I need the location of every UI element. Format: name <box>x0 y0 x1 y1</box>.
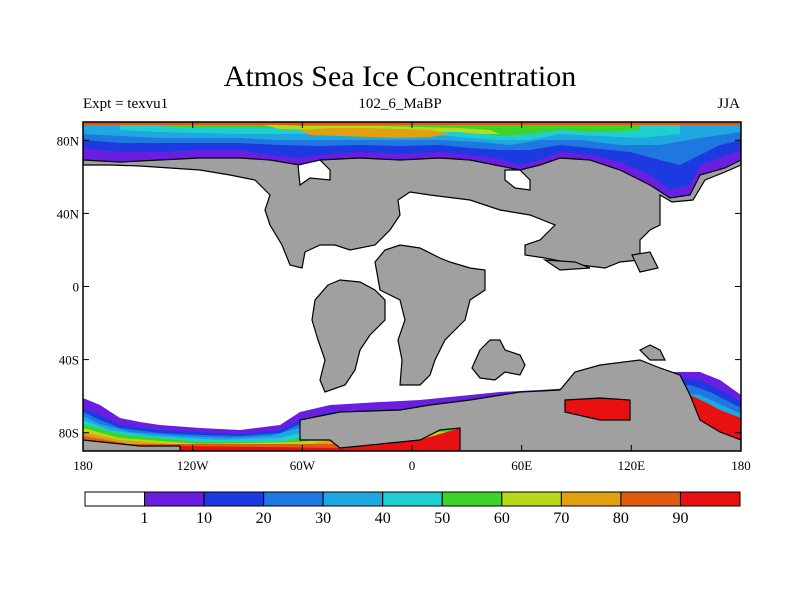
colorbar-swatch <box>203 491 265 507</box>
colorbar-swatch <box>263 491 324 507</box>
colorbar-label: 40 <box>375 510 391 527</box>
colorbar-swatch <box>382 491 443 507</box>
colorbar-swatch <box>501 491 562 507</box>
colorbar: 1 10 20 30 40 50 60 70 80 90 <box>84 491 741 527</box>
x-tick-label: 60W <box>290 458 316 473</box>
x-tick-label: 180 <box>731 458 751 473</box>
y-tick-label: 80N <box>57 133 80 148</box>
colorbar-label: 20 <box>256 510 272 527</box>
x-tick-label: 120E <box>618 458 646 473</box>
colorbar-label: 90 <box>672 510 688 527</box>
colorbar-label: 80 <box>613 510 629 527</box>
chart-title: Atmos Sea Ice Concentration <box>223 60 577 93</box>
colorbar-label: 50 <box>434 510 450 527</box>
colorbar-swatch <box>441 491 503 507</box>
y-tick-label: 0 <box>73 280 80 295</box>
colorbar-swatch <box>620 491 681 507</box>
y-tick-label: 40N <box>57 206 80 221</box>
land-masses <box>83 157 741 451</box>
x-tick-label: 180 <box>73 458 93 473</box>
colorbar-swatch <box>144 491 205 507</box>
y-axis: 80N 40N 0 40S 80S <box>57 133 741 441</box>
colorbar-swatch <box>322 491 384 507</box>
colorbar-swatch <box>560 491 622 507</box>
y-tick-label: 80S <box>59 426 79 441</box>
y-tick-label: 40S <box>59 353 79 368</box>
run-label: 102_6_MaBP <box>358 96 442 112</box>
colorbar-label: 60 <box>494 510 510 527</box>
arctic-sea-ice <box>83 122 741 198</box>
x-axis: 180 120W 60W 0 60E 120E 180 <box>73 122 751 473</box>
colorbar-label: 10 <box>196 510 212 527</box>
colorbar-label: 1 <box>141 510 149 527</box>
season-label: JJA <box>717 96 740 112</box>
x-tick-label: 120W <box>177 458 210 473</box>
colorbar-swatch <box>84 491 146 507</box>
x-tick-label: 60E <box>511 458 532 473</box>
map-plot-area <box>83 122 741 451</box>
experiment-label: Expt = texvu1 <box>83 96 169 112</box>
colorbar-label: 30 <box>315 510 331 527</box>
x-tick-label: 0 <box>409 458 416 473</box>
colorbar-label: 70 <box>553 510 569 527</box>
colorbar-swatch <box>679 491 741 507</box>
